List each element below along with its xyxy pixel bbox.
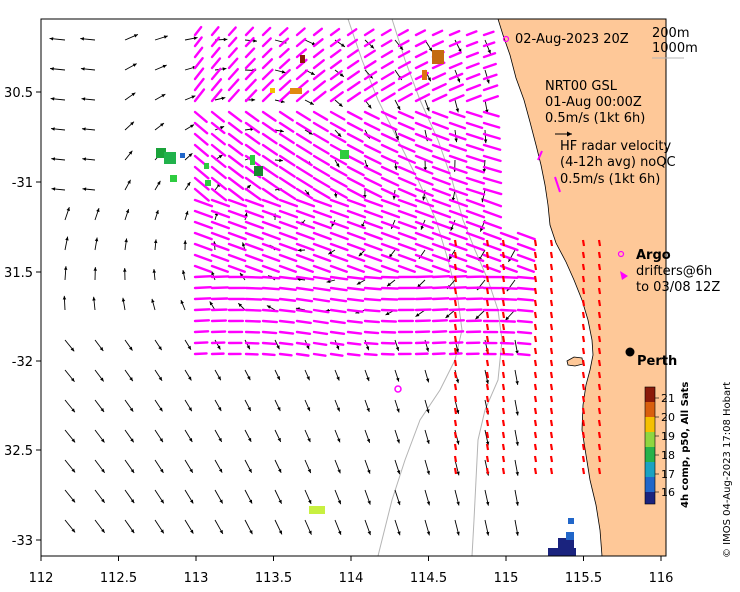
colorbar-tick-label: 16 [661, 486, 675, 499]
y-tick-label: 31.5 [4, 266, 33, 281]
colorbar-tick-label: 18 [661, 449, 675, 462]
x-tick-label: 114 [339, 571, 364, 586]
y-tick-label: 30.5 [4, 86, 33, 101]
sst-patches [156, 50, 576, 556]
x-tick-label: 113.5 [255, 571, 292, 586]
x-tick-label: 115.5 [565, 571, 602, 586]
x-tick-label: 116 [649, 571, 674, 586]
y-tick-label: -33 [12, 534, 33, 549]
colorbar [644, 386, 656, 505]
date-marker-icon [502, 35, 510, 43]
drifter-legend-icon [620, 271, 628, 280]
isobath-label-1000m: 1000m [652, 41, 698, 56]
hf-title: HF radar velocity [560, 139, 672, 154]
gsl-date: 01-Aug 00:00Z [545, 95, 642, 110]
perth-marker [625, 347, 635, 357]
x-tick-label: 113 [184, 571, 209, 586]
date-label: 02-Aug-2023 20Z [515, 32, 629, 47]
colorbar-ticks: 21 20 19 18 17 16 [655, 392, 675, 499]
drifters-date: to 03/08 12Z [636, 280, 720, 295]
drifter-tracks [453, 239, 602, 475]
plot-frame [40, 18, 667, 557]
gsl-title: NRT00 GSL [545, 79, 618, 94]
isobath-1000m [347, 19, 463, 556]
credit-text: © IMOS 04-Aug-2023 17:08 Hobart [722, 382, 733, 558]
isobath-label-200m: 200m [652, 26, 689, 41]
y-axis: 30.5 -31 31.5 -32 32.5 -33 [4, 86, 41, 549]
y-tick-label: -31 [12, 176, 33, 191]
argo-float-marker [394, 385, 402, 393]
argo-legend-icon [617, 250, 625, 258]
argo-label: Argo [636, 248, 671, 263]
hf-scale: 0.5m/s (1kt 6h) [560, 172, 660, 187]
x-tick-label: 115 [494, 571, 519, 586]
x-tick-label: 112 [29, 571, 54, 586]
x-tick-label: 112.5 [100, 571, 137, 586]
isobath-200m [391, 19, 503, 556]
colorbar-tick-label: 17 [661, 468, 675, 481]
hf-scale-arrow [537, 150, 543, 161]
colorbar-tick-label: 20 [661, 411, 675, 424]
colorbar-tick-label: 21 [661, 392, 675, 405]
y-tick-label: 32.5 [4, 444, 33, 459]
hf-subtitle: (4-12h avg) noQC [560, 155, 676, 170]
colorbar-tick-label: 19 [661, 430, 675, 443]
gsl-scale: 0.5m/s (1kt 6h) [545, 111, 645, 126]
y-tick-label: -32 [12, 355, 33, 370]
perth-label: Perth [637, 354, 677, 369]
x-tick-label: 114.5 [410, 571, 447, 586]
colorbar-title: 4h comp, p50, All Sats [680, 382, 691, 508]
drifters-label: drifters@6h [636, 264, 712, 279]
x-axis: 112 112.5 113 113.5 114 114.5 115 115.5 116 [29, 556, 674, 586]
